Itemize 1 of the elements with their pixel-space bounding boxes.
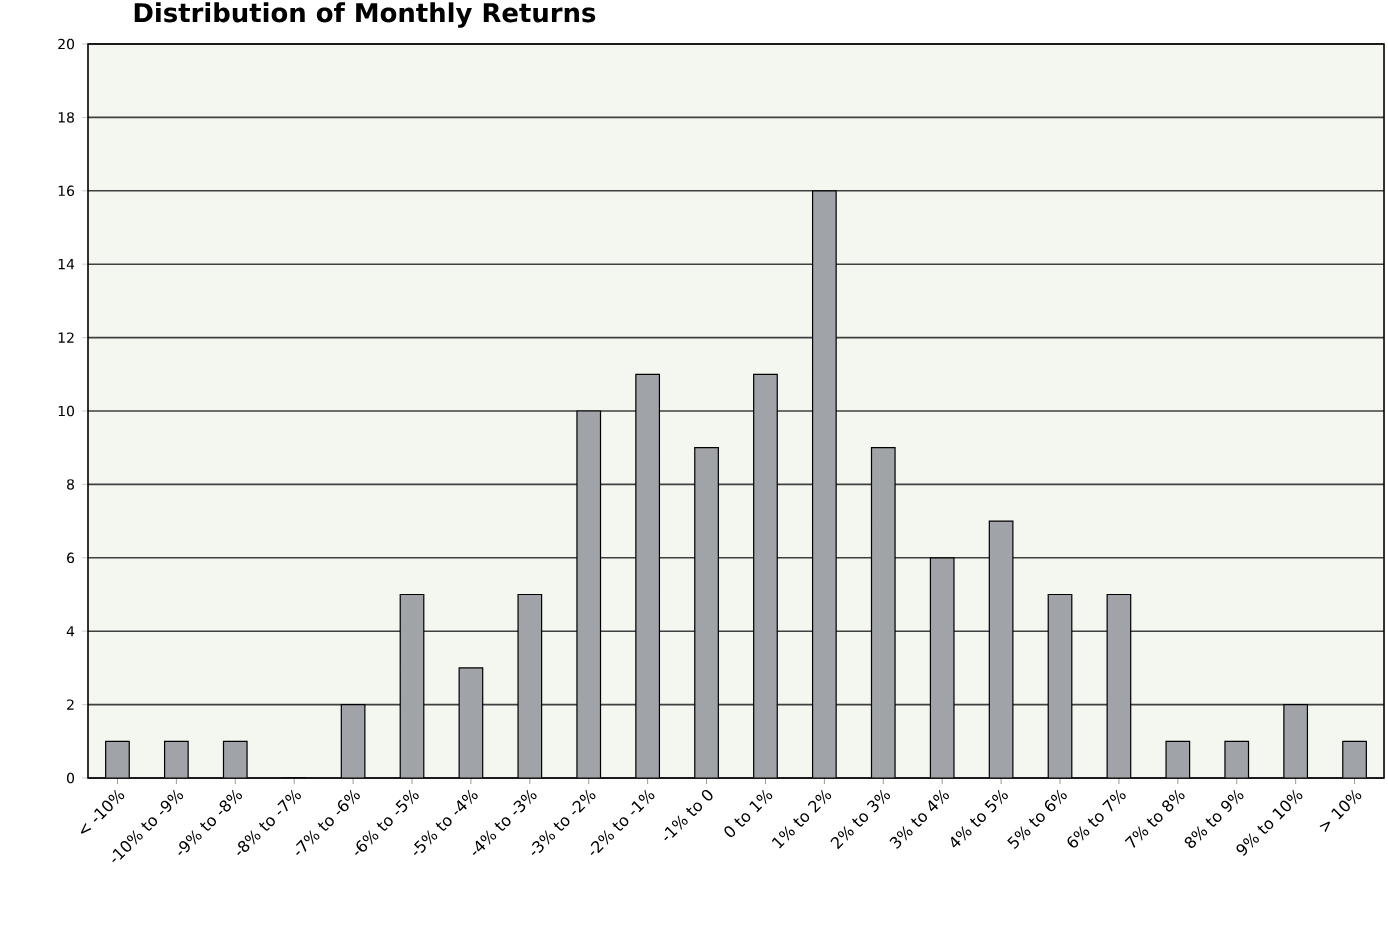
chart-title: Distribution of Monthly Returns — [134, 2, 596, 28]
